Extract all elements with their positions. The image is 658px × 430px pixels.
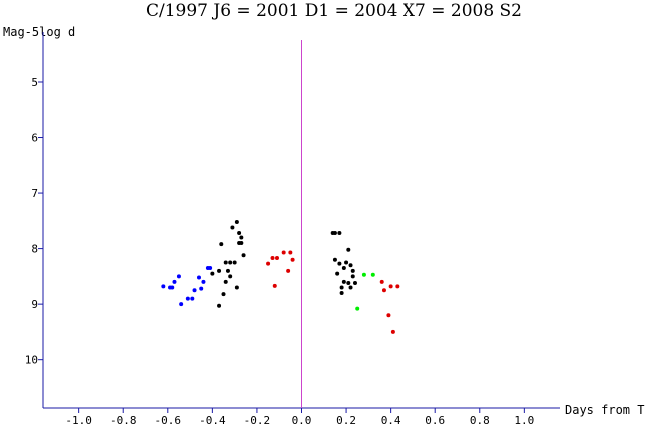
data-point <box>348 263 353 268</box>
x-tick-label: -0.6 <box>155 414 182 427</box>
data-point <box>221 292 226 297</box>
data-point <box>290 257 295 262</box>
data-point <box>272 283 277 288</box>
x-tick-label: 1.0 <box>514 414 534 427</box>
data-point <box>239 241 244 246</box>
data-point <box>379 279 384 284</box>
data-point <box>339 291 344 296</box>
data-point <box>219 242 224 247</box>
data-point <box>210 271 215 276</box>
data-point <box>352 281 357 286</box>
data-point <box>172 279 177 284</box>
data-point <box>192 288 197 293</box>
data-point <box>395 284 400 289</box>
series-6 <box>379 279 400 334</box>
data-point <box>217 303 222 308</box>
data-point <box>232 260 237 265</box>
data-point <box>176 274 181 279</box>
data-point <box>270 256 275 261</box>
data-point <box>286 268 291 273</box>
data-point <box>370 272 375 277</box>
series-2 <box>210 219 246 308</box>
data-point <box>335 271 340 276</box>
data-point <box>344 260 349 265</box>
y-tick-label: 6 <box>31 132 38 145</box>
series-5 <box>355 272 375 311</box>
data-point <box>239 235 244 240</box>
data-point <box>228 260 233 265</box>
data-point <box>350 268 355 273</box>
data-point <box>241 253 246 258</box>
data-point <box>337 231 342 236</box>
data-point <box>234 285 239 290</box>
data-point <box>223 279 228 284</box>
data-point <box>346 281 351 286</box>
data-point <box>341 279 346 284</box>
x-axis-label: Days from T <box>565 403 644 417</box>
data-point <box>208 266 213 271</box>
data-point <box>355 306 360 311</box>
x-tick-label: 0.4 <box>381 414 401 427</box>
x-tick-label: -0.8 <box>110 414 137 427</box>
data-point <box>332 257 337 262</box>
data-point <box>386 313 391 318</box>
data-point <box>332 231 337 236</box>
data-point <box>196 275 201 280</box>
data-point <box>266 261 271 266</box>
data-point <box>230 225 235 230</box>
x-tick-label: 0.8 <box>470 414 490 427</box>
ticks: -1.0 -0.8 -0.6 -0.4 -0.2 0.0 0.2 0.4 0.6 0.8 1.0 5 6… <box>25 76 535 427</box>
data-point <box>223 260 228 265</box>
y-tick-label: 5 <box>31 76 38 89</box>
x-tick-label: 0.0 <box>292 414 312 427</box>
data-point <box>225 268 230 273</box>
data-point <box>170 285 175 290</box>
data-point <box>361 272 366 277</box>
y-tick-label: 7 <box>31 187 38 200</box>
data-point <box>381 288 386 293</box>
y-tick-label: 10 <box>25 354 38 367</box>
data-points <box>161 219 400 334</box>
x-tick-label: -0.2 <box>244 414 271 427</box>
data-point <box>288 250 293 255</box>
data-point <box>350 274 355 279</box>
data-point <box>179 302 184 307</box>
data-point <box>190 296 195 301</box>
x-tick-label: 0.6 <box>425 414 445 427</box>
data-point <box>234 219 239 224</box>
data-point <box>185 296 190 301</box>
series-4 <box>330 231 357 296</box>
data-point <box>274 256 279 261</box>
y-tick-label: 8 <box>31 243 38 256</box>
data-point <box>281 250 286 255</box>
chart-title: C/1997 J6 = 2001 D1 = 2004 X7 = 2008 S2 <box>146 1 522 21</box>
data-point <box>237 231 242 236</box>
series-1 <box>161 266 213 307</box>
data-point <box>161 284 166 289</box>
data-point <box>337 261 342 266</box>
x-tick-label: -1.0 <box>65 414 92 427</box>
data-point <box>341 266 346 271</box>
data-point <box>217 268 222 273</box>
x-tick-label: -0.4 <box>199 414 226 427</box>
data-point <box>388 284 393 289</box>
data-point <box>201 279 206 284</box>
data-point <box>228 274 233 279</box>
data-point <box>348 285 353 290</box>
y-axis-label: Mag-5log d <box>3 25 75 39</box>
data-point <box>199 286 204 291</box>
y-tick-label: 9 <box>31 298 38 311</box>
x-tick-label: 0.2 <box>336 414 356 427</box>
data-point <box>339 285 344 290</box>
data-point <box>390 329 395 334</box>
series-3 <box>266 250 295 288</box>
data-point <box>346 247 351 252</box>
